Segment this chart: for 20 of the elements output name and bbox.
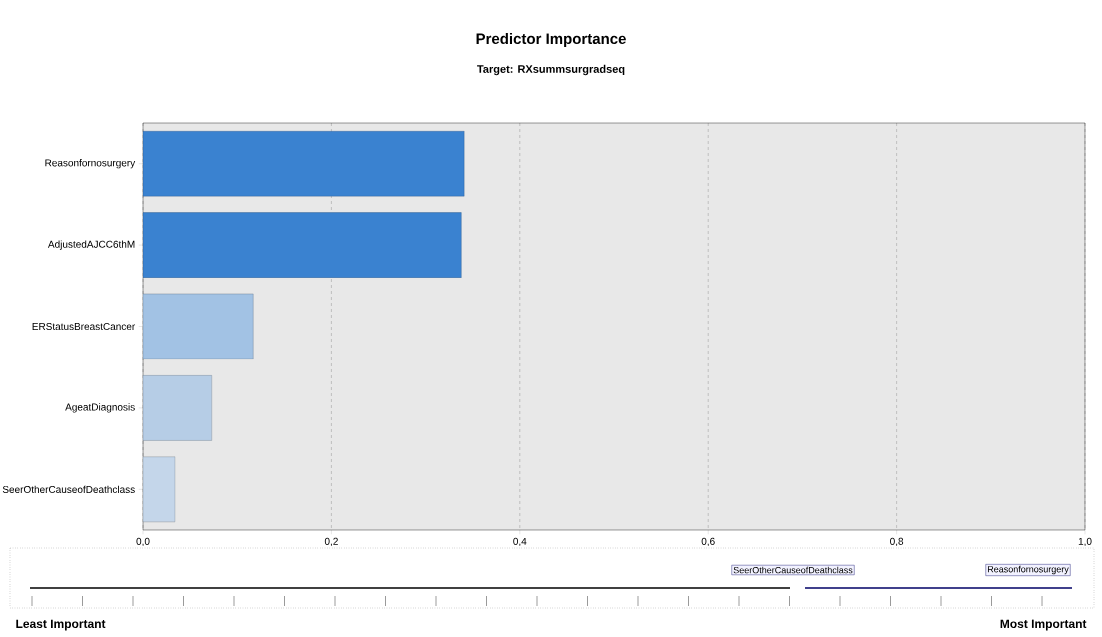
y-tick-label: AgeatDiagnosis — [65, 403, 135, 413]
bar — [143, 293, 254, 360]
text: Least Important — [16, 619, 106, 631]
x-tick-label: 0,4 — [513, 537, 527, 547]
text: SeerOtherCauseofDeathclass — [733, 566, 853, 574]
x-tick-label: 0,2 — [324, 537, 338, 547]
bar — [143, 212, 462, 278]
y-tick-label: ERStatusBreastCancer — [32, 322, 136, 331]
x-tick-label: 0,6 — [701, 537, 715, 547]
x-tick-label: 1,0 — [1078, 537, 1092, 547]
text: Reasonfornosurgery — [987, 565, 1069, 575]
chart-subtitle: Target: RXsummsurgradseq — [477, 64, 625, 76]
text: Most Important — [1000, 619, 1087, 631]
y-tick-label: Reasonfornosurgery — [45, 159, 136, 169]
x-tick-label: 0,0 — [136, 537, 150, 547]
chart-title: Predictor Importance — [476, 33, 626, 47]
y-tick-label: SeerOtherCauseofDeathclass — [2, 485, 135, 493]
x-tick-label: 0,8 — [890, 537, 904, 547]
y-tick-label: AdjustedAJCC6thM — [47, 240, 135, 250]
bar — [143, 130, 465, 197]
